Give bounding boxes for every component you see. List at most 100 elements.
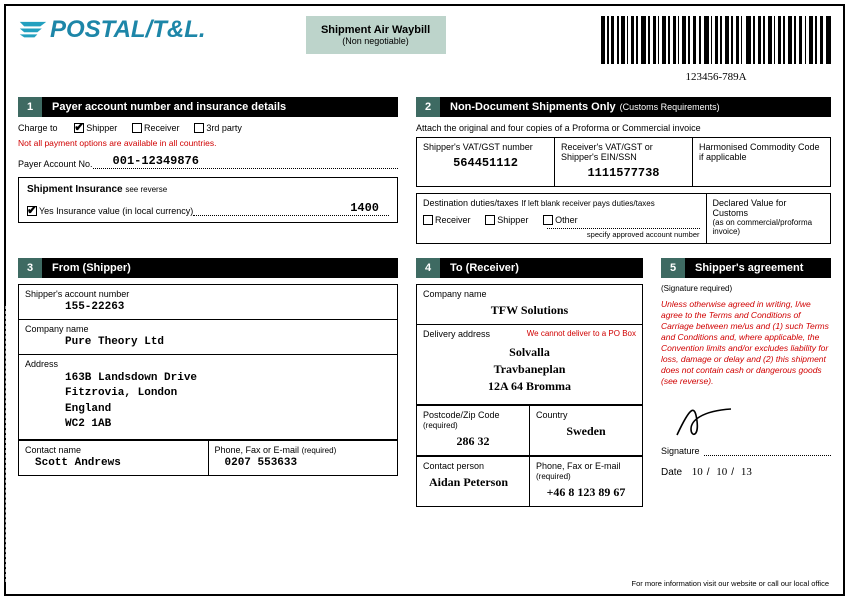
signature-line[interactable] (704, 455, 831, 456)
document-type-box: Shipment Air Waybill (Non negotiable) (306, 16, 446, 54)
receiver-address-value[interactable]: Solvalla Travbaneplan 12A 64 Bromma (423, 340, 636, 400)
barcode-block: 123456-789A (601, 16, 831, 83)
shipper-company-box: Company name Pure Theory Ltd (18, 320, 398, 355)
section-2-title-sub: (Customs Requirements) (620, 102, 720, 112)
section-4-title: To (Receiver) (440, 258, 643, 278)
insurance-title: Shipment Insurance (27, 184, 123, 195)
date-label: Date (661, 467, 682, 478)
country-box: Country Sweden (530, 405, 643, 456)
section-4: 4 To (Receiver) Company name TFW Solutio… (416, 258, 643, 507)
checkbox-dest-shipper[interactable] (485, 215, 495, 225)
declared-note: (as on commercial/proforma invoice) (713, 218, 825, 236)
insurance-yes-label: Yes Insurance value (in local currency) (39, 206, 193, 216)
perforation-edge (5, 306, 6, 582)
vat-value[interactable]: 564451112 (423, 152, 548, 172)
opt-shipper: Shipper (86, 123, 117, 133)
receiver-phone-box: Phone, Fax or E-mail (required) +46 8 12… (530, 456, 643, 507)
shipper-contact-box: Contact name Scott Andrews (18, 440, 209, 476)
dest-label: Destination duties/taxes (423, 198, 519, 208)
shipper-company-value[interactable]: Pure Theory Ltd (25, 334, 391, 350)
checkbox-receiver[interactable] (132, 123, 142, 133)
section-1-header: 1 Payer account number and insurance det… (18, 97, 398, 117)
postcode-box: Postcode/Zip Code (required) 286 32 (416, 405, 530, 456)
declared-label: Declared Value for Customs (713, 198, 825, 218)
checkbox-shipper[interactable] (74, 123, 84, 133)
section-3-header: 3 From (Shipper) (18, 258, 398, 278)
section-3-num: 3 (18, 258, 42, 278)
shipper-acct-value[interactable]: 155-22263 (25, 299, 391, 315)
section-5-num: 5 (661, 258, 685, 278)
checkbox-third[interactable] (194, 123, 204, 133)
receiver-contact-value[interactable]: Aidan Peterson (423, 471, 523, 492)
opt-receiver: Receiver (144, 123, 180, 133)
shipper-contact-value[interactable]: Scott Andrews (25, 455, 202, 471)
date-day[interactable]: 10 (692, 466, 703, 478)
vat-box: Shipper's VAT/GST number 564451112 (416, 137, 555, 187)
section-2-title-text: Non-Document Shipments Only (450, 101, 616, 113)
country-value[interactable]: Sweden (536, 420, 636, 441)
footer-note: For more information visit our website o… (632, 579, 829, 588)
dest-duties-box: Destination duties/taxes If left blank r… (416, 193, 707, 244)
receiver-company-label: Company name (423, 289, 636, 299)
shipper-acct-box: Shipper's account number 155-22263 (18, 284, 398, 320)
checkbox-dest-receiver[interactable] (423, 215, 433, 225)
checkbox-insurance-yes[interactable] (27, 206, 37, 216)
receiver-phone-value[interactable]: +46 8 123 89 67 (536, 481, 636, 502)
barcode-number: 123456-789A (601, 71, 831, 83)
shipper-address-label: Address (25, 359, 391, 369)
opt-third: 3rd party (206, 123, 242, 133)
shipper-address-box: Address 163B Landsdown DriveFitzrovia, L… (18, 355, 398, 440)
charge-to-label: Charge to (18, 123, 58, 133)
hcc-box: Harmonised Commodity Code if applicable (693, 137, 831, 187)
doc-title: Shipment Air Waybill (312, 24, 440, 36)
doc-subtitle: (Non negotiable) (312, 36, 440, 46)
receiver-address-box: Delivery address We cannot deliver to a … (416, 325, 643, 405)
waybill-page: POSTAL/T&L. Shipment Air Waybill (Non ne… (4, 4, 845, 596)
insurance-value[interactable]: 1400 (193, 201, 389, 216)
receiver-company-value[interactable]: TFW Solutions (423, 299, 636, 320)
date-month[interactable]: 10 (716, 466, 727, 478)
postcode-value[interactable]: 286 32 (423, 430, 523, 451)
section-2: 2 Non-Document Shipments Only (Customs R… (416, 97, 831, 244)
signature-label: Signature (661, 446, 700, 456)
section-4-header: 4 To (Receiver) (416, 258, 643, 278)
payer-account-value[interactable]: 001-12349876 (93, 154, 398, 169)
section-3: 3 From (Shipper) Shipper's account numbe… (18, 258, 398, 507)
wing-icon (18, 19, 48, 41)
section-5-title: Shipper's agreement (685, 258, 831, 278)
receiver-contact-box: Contact person Aidan Peterson (416, 456, 530, 507)
declared-box: Declared Value for Customs (as on commer… (707, 193, 832, 244)
section-2-num: 2 (416, 97, 440, 117)
rec-vat-value[interactable]: 1111577738 (561, 162, 686, 182)
shipper-phone-value[interactable]: 0207 553633 (215, 455, 392, 471)
shipper-acct-label: Shipper's account number (25, 289, 391, 299)
shipper-contact-label: Contact name (25, 445, 202, 455)
payer-account-label: Payer Account No. (18, 159, 93, 169)
date-year[interactable]: 13 (741, 466, 752, 478)
receiver-company-box: Company name TFW Solutions (416, 284, 643, 325)
receiver-contact-label: Contact person (423, 461, 523, 471)
rec-vat-box: Receiver's VAT/GST or Shipper's EIN/SSN … (555, 137, 693, 187)
shipper-company-label: Company name (25, 324, 391, 334)
brand-name: POSTAL/T&L. (50, 16, 206, 44)
shipper-address-value[interactable]: 163B Landsdown DriveFitzrovia, LondonEng… (25, 369, 391, 435)
shipper-phone-box: Phone, Fax or E-mail (required) 0207 553… (209, 440, 399, 476)
header-row: POSTAL/T&L. Shipment Air Waybill (Non ne… (18, 16, 831, 83)
shipper-phone-label: Phone, Fax or E-mail (required) (215, 445, 392, 455)
payer-account-row: Payer Account No. 001-12349876 (18, 154, 398, 169)
receiver-addr-label: Delivery address (423, 329, 490, 339)
checkbox-dest-other[interactable] (543, 215, 553, 225)
dest-opt-shipper: Shipper (497, 215, 528, 225)
country-label: Country (536, 410, 636, 420)
section-1-num: 1 (18, 97, 42, 117)
signature-row: Signature (661, 446, 831, 456)
signature-icon (671, 401, 741, 441)
po-box-warning: We cannot deliver to a PO Box (527, 329, 636, 338)
charge-to-row: Charge to Shipper Receiver 3rd party (18, 123, 398, 134)
insurance-box: Shipment Insurance see reverse Yes Insur… (18, 177, 398, 223)
insurance-see: see reverse (125, 185, 167, 194)
sig-required: (Signature required) (661, 284, 831, 293)
section-1: 1 Payer account number and insurance det… (18, 97, 398, 244)
agreement-text: Unless otherwise agreed in writing, I/we… (661, 299, 831, 387)
payment-warning: Not all payment options are available in… (18, 138, 398, 148)
